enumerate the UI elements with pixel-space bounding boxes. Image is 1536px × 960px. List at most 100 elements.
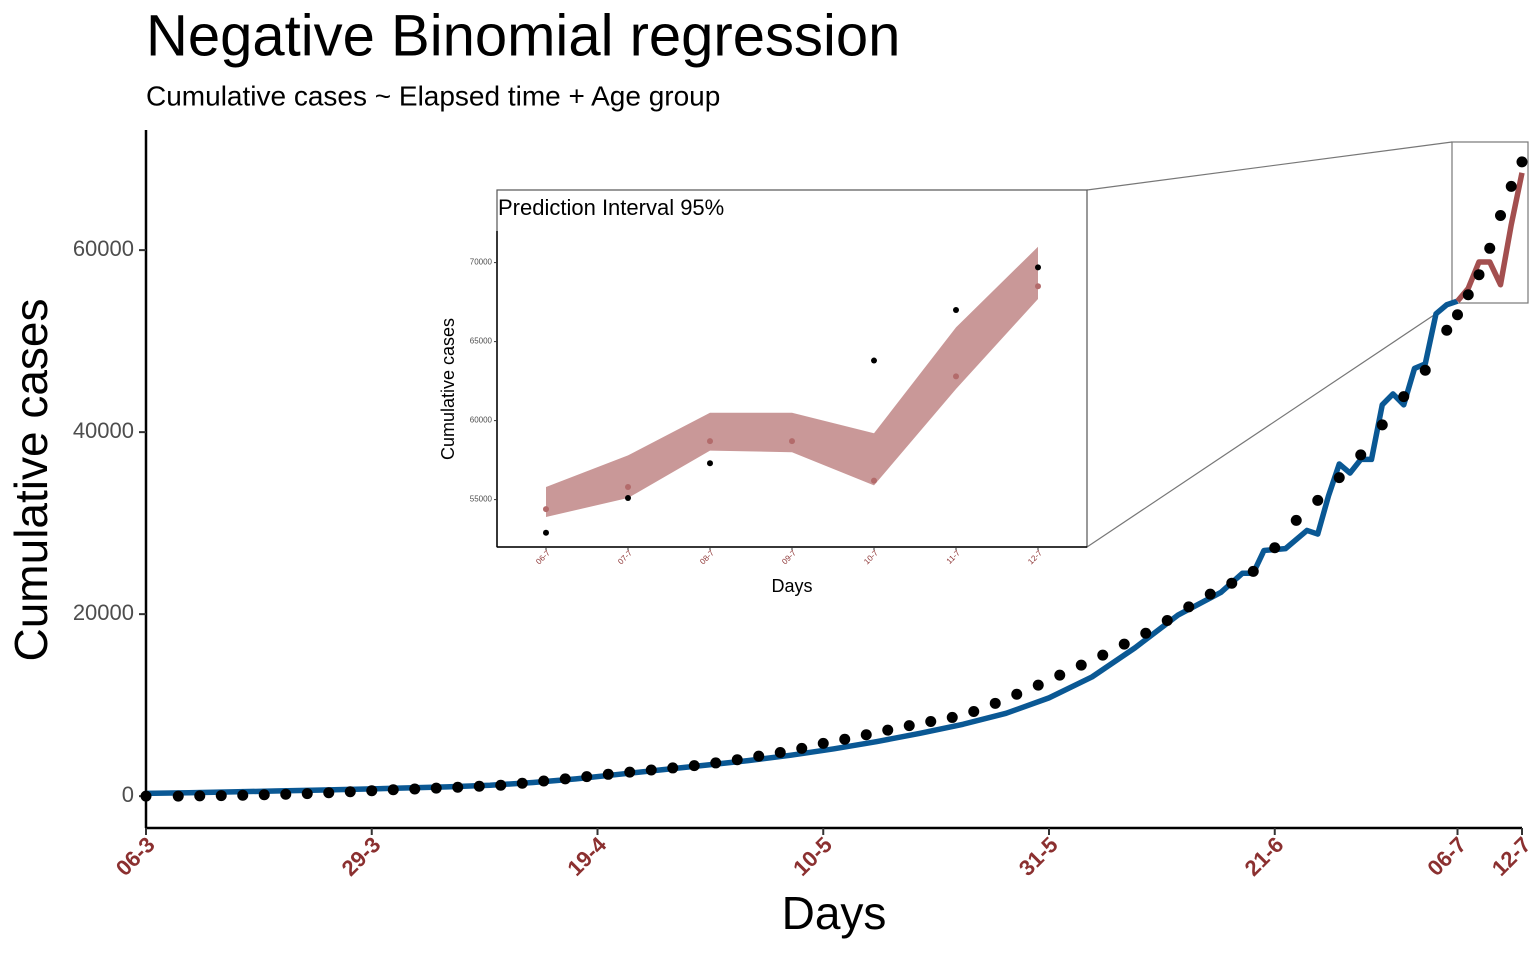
y-tick-label: 40000 bbox=[73, 418, 134, 443]
y-tick-label: 20000 bbox=[73, 600, 134, 625]
data-point bbox=[839, 733, 851, 745]
data-point bbox=[409, 783, 421, 795]
data-point bbox=[301, 788, 313, 800]
inset-y-tick-label: 60000 bbox=[470, 416, 493, 425]
inset-y-axis-title: Cumulative cases bbox=[438, 318, 458, 460]
data-point bbox=[172, 790, 184, 802]
data-point bbox=[645, 764, 657, 776]
inset-x-tick-label: 06-7 bbox=[534, 548, 552, 566]
x-axis-title: Days bbox=[782, 887, 887, 939]
data-point bbox=[581, 771, 593, 783]
data-point bbox=[1333, 472, 1345, 484]
inset-point bbox=[1035, 264, 1041, 271]
inset-point bbox=[1035, 283, 1041, 290]
data-point bbox=[1226, 577, 1238, 589]
x-tick-label: 29-3 bbox=[337, 832, 386, 881]
data-point bbox=[538, 775, 550, 787]
inset-point bbox=[543, 506, 549, 513]
inset-y-tick-label: 70000 bbox=[470, 258, 493, 267]
inset-point bbox=[707, 460, 713, 467]
data-point bbox=[903, 720, 915, 732]
inset-point bbox=[953, 307, 959, 313]
data-point bbox=[323, 787, 335, 799]
data-point bbox=[1495, 210, 1506, 222]
data-point bbox=[796, 742, 808, 754]
x-tick-label: 21-6 bbox=[1240, 832, 1289, 881]
data-point bbox=[1398, 391, 1410, 403]
data-point bbox=[1161, 615, 1173, 627]
chart-title: Negative Binomial regression bbox=[146, 3, 900, 68]
data-point bbox=[602, 768, 614, 780]
inset-x-tick-label: 07-7 bbox=[616, 548, 634, 566]
data-point bbox=[1462, 289, 1474, 301]
data-point bbox=[774, 746, 786, 758]
inset-point bbox=[871, 357, 877, 364]
chart-subtitle: Cumulative cases ~ Elapsed time + Age gr… bbox=[146, 80, 720, 111]
data-point bbox=[817, 737, 829, 749]
zoom-connector bbox=[1086, 141, 1453, 191]
data-point bbox=[946, 711, 958, 723]
inset-x-tick-label: 09-7 bbox=[780, 548, 798, 566]
data-point bbox=[1452, 309, 1463, 321]
data-point bbox=[1054, 669, 1066, 681]
inset-x-tick-label: 12-7 bbox=[1026, 548, 1044, 566]
data-point bbox=[1032, 679, 1044, 691]
data-point bbox=[1011, 688, 1023, 700]
data-point bbox=[452, 781, 464, 793]
y-tick-label: 60000 bbox=[73, 236, 134, 261]
zoom-connector bbox=[1086, 302, 1453, 548]
data-point bbox=[1419, 364, 1431, 376]
inset-point bbox=[625, 483, 631, 490]
inset-y-tick-label: 55000 bbox=[470, 495, 493, 504]
data-point bbox=[667, 762, 679, 774]
data-point bbox=[1312, 494, 1324, 506]
inset-title: Prediction Interval 95% bbox=[498, 195, 724, 220]
data-point bbox=[366, 785, 378, 797]
data-point bbox=[344, 786, 356, 798]
inset-point bbox=[871, 477, 877, 484]
data-point bbox=[194, 790, 206, 802]
data-point bbox=[516, 777, 528, 789]
data-point bbox=[1269, 542, 1281, 554]
inset-point bbox=[707, 438, 713, 445]
inset-point bbox=[789, 438, 795, 445]
data-point bbox=[258, 789, 270, 801]
data-point bbox=[1484, 242, 1496, 254]
inset-point bbox=[953, 373, 959, 380]
x-tick-label: 06-7 bbox=[1422, 832, 1471, 881]
data-point bbox=[559, 773, 571, 785]
data-point bbox=[237, 789, 249, 801]
x-tick-label: 06-3 bbox=[111, 832, 160, 881]
data-point bbox=[1204, 588, 1216, 600]
data-point bbox=[1247, 565, 1259, 577]
data-point bbox=[710, 757, 722, 769]
data-point bbox=[1473, 269, 1485, 281]
x-tick-label: 19-4 bbox=[562, 831, 611, 880]
data-point bbox=[1516, 156, 1528, 168]
y-tick-label: 0 bbox=[122, 782, 134, 807]
data-point bbox=[387, 784, 399, 796]
data-point bbox=[1376, 419, 1388, 431]
data-point bbox=[473, 780, 485, 792]
data-point bbox=[753, 750, 765, 762]
data-point bbox=[1097, 649, 1109, 661]
inset-x-tick-label: 10-7 bbox=[862, 548, 880, 566]
inset-y-tick-label: 65000 bbox=[470, 337, 493, 346]
data-point bbox=[495, 779, 507, 791]
inset-x-axis-title: Days bbox=[771, 576, 812, 596]
data-point bbox=[1140, 627, 1152, 639]
data-point bbox=[882, 724, 894, 736]
data-point bbox=[215, 790, 227, 802]
data-point bbox=[1290, 514, 1302, 526]
data-point bbox=[731, 754, 743, 766]
inset-x-tick-label: 11-7 bbox=[945, 548, 963, 566]
data-point bbox=[1355, 449, 1367, 461]
data-point bbox=[624, 766, 636, 778]
data-point bbox=[1183, 601, 1195, 613]
x-tick-label: 12-7 bbox=[1487, 832, 1536, 881]
data-point bbox=[968, 706, 980, 718]
data-point bbox=[860, 729, 872, 741]
data-point bbox=[140, 790, 152, 802]
data-point bbox=[688, 760, 700, 772]
